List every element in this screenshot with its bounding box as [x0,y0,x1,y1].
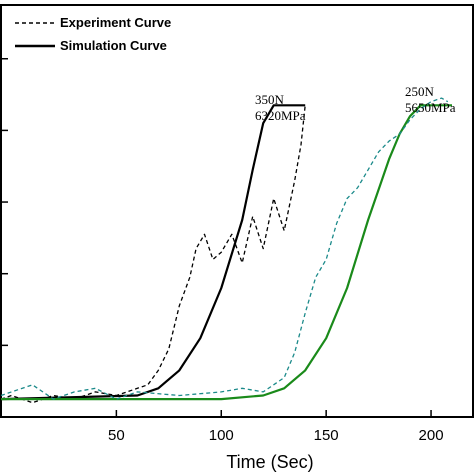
plot-frame [0,4,474,418]
x-tick-label: 150 [314,427,339,444]
x-tick-label: 50 [108,427,125,444]
annotation-250n-modulus: 5650MPa [405,100,456,115]
legend-label-experiment: Experiment Curve [60,15,171,30]
axis-ticks: 50 100 150 200 [1,57,444,444]
annotation-250n-load: 250N [405,84,435,99]
350n-simulation-curve-line [0,104,306,401]
legend-label-simulation: Simulation Curve [60,38,167,53]
annotation-350n-modulus: 6320MPa [255,108,306,123]
x-tick-label: 100 [209,427,234,444]
series-layer [0,97,452,404]
250n-simulation-curve-line [1,104,452,401]
350n-experiment-curve-line [0,105,306,404]
250n-experiment-curve-line [0,97,449,400]
annotation-350n-load: 350N [255,92,285,107]
x-axis-title: Time (Sec) [226,452,313,472]
legend: Experiment Curve Simulation Curve [15,15,171,53]
x-tick-label: 200 [419,427,444,444]
